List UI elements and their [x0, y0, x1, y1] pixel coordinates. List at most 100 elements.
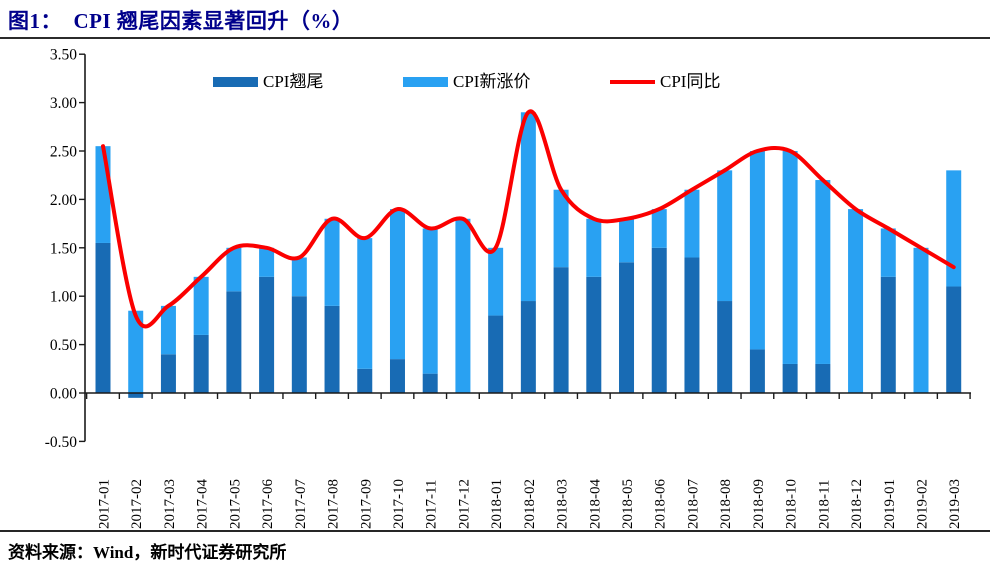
bar-newprice-2018-06 [651, 209, 667, 248]
bar-carryover-2017-03 [160, 354, 176, 393]
bar-newprice-2019-03 [946, 170, 962, 287]
bar-newprice-2018-08 [717, 170, 733, 302]
bar-newprice-2018-04 [586, 218, 602, 277]
bar-carryover-2017-11 [422, 373, 438, 393]
bar-newprice-2018-02 [520, 112, 536, 302]
bar-carryover-2017-01 [95, 242, 111, 393]
x-tick-label: 2017-01 [97, 479, 113, 529]
x-tick-label: 2017-02 [129, 479, 145, 529]
bar-newprice-2017-05 [226, 247, 242, 292]
legend-label-newprice: CPI新涨价 [453, 72, 531, 91]
legend-item-newprice: CPI新涨价 [403, 72, 530, 92]
bar-newprice-2018-10 [782, 151, 798, 364]
x-tick-label: 2019-02 [915, 479, 931, 529]
y-tick-label: 2.00 [50, 192, 77, 209]
y-tick-label: -0.50 [45, 434, 78, 451]
x-tick-label: 2017-03 [162, 479, 178, 529]
bar-newprice-2017-03 [160, 305, 176, 355]
x-tick-label: 2018-02 [522, 479, 538, 529]
bar-carryover-2017-02 [128, 393, 144, 398]
bar-newprice-2018-07 [684, 189, 700, 258]
bar-carryover-2018-09 [749, 349, 765, 393]
bar-newprice-2017-12 [455, 218, 471, 393]
bar-carryover-2019-03 [946, 286, 962, 393]
bar-carryover-2018-11 [815, 363, 831, 393]
x-tick-label: 2018-07 [685, 479, 701, 529]
bar-newprice-2017-01 [95, 146, 111, 243]
bar-newprice-2018-12 [848, 209, 864, 393]
x-tick-label: 2017-07 [293, 479, 309, 529]
y-tick-label: 1.00 [50, 289, 77, 306]
x-tick-label: 2018-09 [751, 479, 767, 529]
bar-carryover-2018-06 [651, 247, 667, 393]
x-tick-label: 2018-10 [784, 479, 800, 529]
legend-swatch-yoy-line [610, 80, 655, 84]
bar-carryover-2017-04 [193, 334, 209, 393]
x-tick-label: 2018-08 [718, 479, 734, 529]
bar-newprice-2017-10 [389, 209, 405, 360]
title-rule [0, 37, 990, 39]
legend-item-yoy: CPI同比 [610, 72, 720, 92]
y-tick-label: 0.00 [50, 386, 77, 403]
x-tick-label: 2017-06 [260, 479, 276, 529]
x-tick-label: 2017-09 [358, 479, 374, 529]
bar-newprice-2018-01 [488, 247, 504, 316]
x-tick-label: 2018-11 [816, 480, 832, 529]
x-tick-label: 2018-05 [620, 479, 636, 529]
bar-newprice-2017-09 [357, 238, 373, 369]
figure-title: 图1： CPI 翘尾因素显著回升（%） [8, 9, 354, 33]
bar-carryover-2018-05 [619, 262, 635, 393]
legend-item-carryover: CPI翘尾 [213, 72, 323, 92]
legend-swatch-carryover [213, 77, 258, 87]
bar-newprice-2017-08 [324, 218, 340, 306]
x-tick-label: 2017-12 [456, 479, 472, 529]
x-tick-label: 2019-01 [882, 479, 898, 529]
bar-newprice-2017-07 [291, 257, 307, 297]
bar-newprice-2018-09 [749, 151, 765, 350]
bar-carryover-2017-06 [259, 276, 275, 393]
bar-carryover-2018-03 [553, 267, 569, 393]
bar-carryover-2017-10 [389, 359, 405, 393]
x-tick-label: 2017-08 [326, 479, 342, 529]
x-tick-label: 2017-10 [391, 479, 407, 529]
bar-newprice-2019-02 [913, 247, 929, 393]
bar-newprice-2017-02 [128, 310, 144, 393]
bar-newprice-2019-01 [880, 228, 896, 277]
bar-newprice-2018-05 [619, 218, 635, 263]
y-tick-label: 3.00 [50, 95, 77, 112]
x-tick-label: 2017-05 [227, 479, 243, 529]
bar-newprice-2017-04 [193, 276, 209, 335]
bar-newprice-2018-03 [553, 189, 569, 268]
y-tick-label: 1.50 [50, 240, 77, 257]
bar-carryover-2018-04 [586, 276, 602, 393]
bar-carryover-2018-08 [717, 301, 733, 393]
legend-label-yoy: CPI同比 [660, 72, 721, 91]
bar-carryover-2018-07 [684, 257, 700, 393]
bar-carryover-2018-01 [488, 315, 504, 393]
bar-newprice-2018-11 [815, 180, 831, 364]
x-tick-label: 2018-03 [555, 479, 571, 529]
x-tick-label: 2018-01 [489, 479, 505, 529]
y-tick-label: 2.50 [50, 144, 77, 161]
bar-carryover-2017-08 [324, 305, 340, 393]
x-tick-label: 2017-11 [424, 480, 440, 529]
legend-swatch-newprice [403, 77, 448, 87]
x-tick-label: 2018-06 [653, 479, 669, 529]
cpi-yoy-line [101, 109, 956, 329]
bar-carryover-2017-09 [357, 368, 373, 393]
x-tick-label: 2018-12 [849, 479, 865, 529]
bar-carryover-2017-07 [291, 296, 307, 393]
x-tick-label: 2017-04 [195, 479, 211, 529]
y-tick-label: 3.50 [50, 47, 77, 64]
y-tick-label: 0.50 [50, 337, 77, 354]
legend-label-carryover: CPI翘尾 [263, 72, 324, 91]
x-tick-label: 2018-04 [587, 479, 603, 529]
bar-newprice-2017-11 [422, 228, 438, 374]
x-tick-label: 2019-03 [947, 479, 963, 529]
bar-carryover-2018-10 [782, 363, 798, 393]
bar-carryover-2019-01 [880, 276, 896, 393]
bar-newprice-2017-06 [259, 247, 275, 277]
bar-carryover-2017-05 [226, 291, 242, 393]
